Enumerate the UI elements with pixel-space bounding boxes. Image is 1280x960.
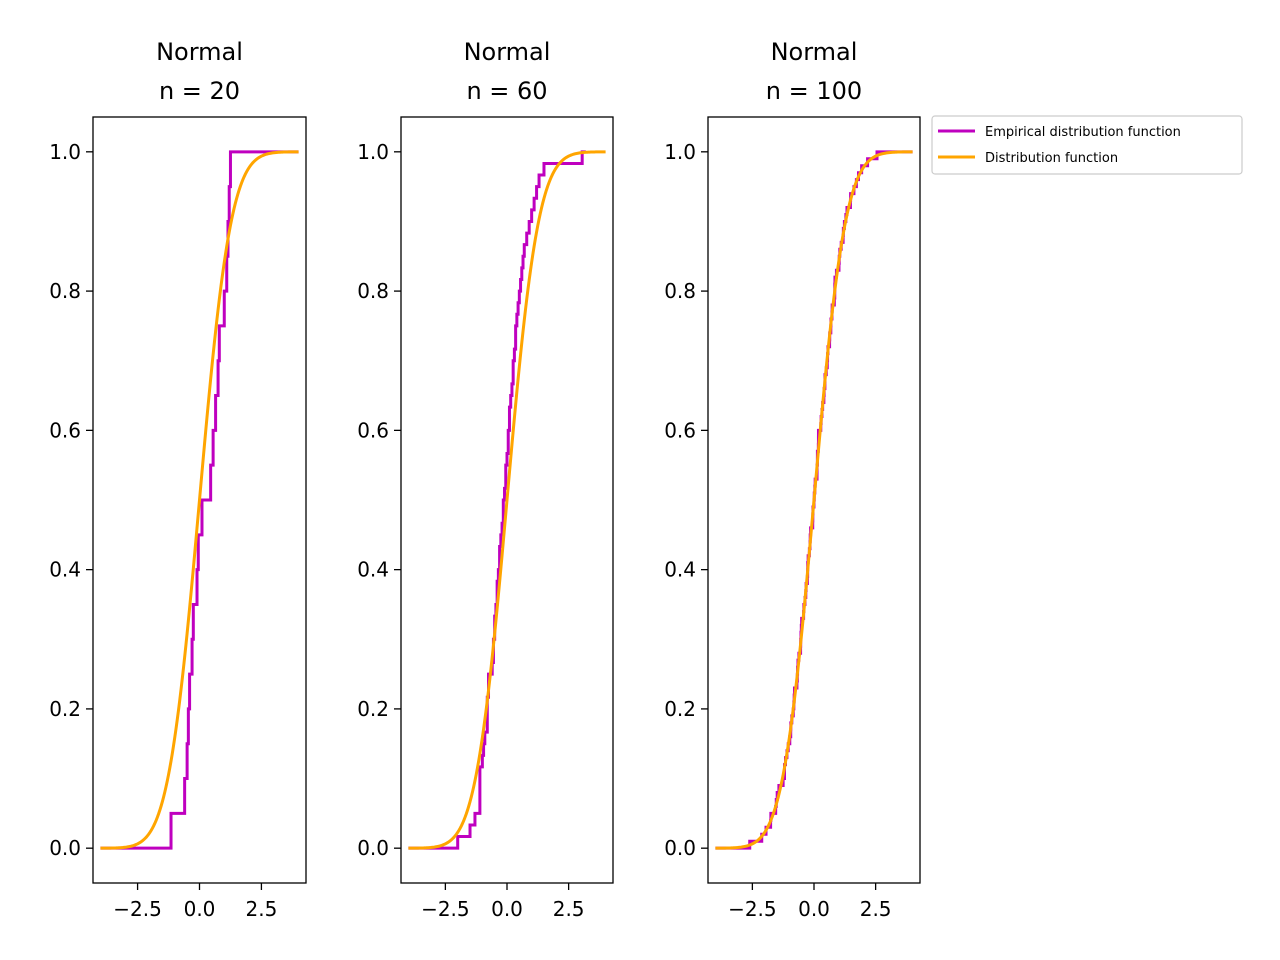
plot-area [100, 150, 299, 850]
x-tick-label: 0.0 [798, 897, 830, 921]
y-tick-label: 0.6 [357, 418, 389, 442]
x-tick-label: 0.0 [491, 897, 523, 921]
y-tick-label: 0.0 [357, 836, 389, 860]
y-tick-label: 0.8 [357, 279, 389, 303]
y-tick-label: 0.0 [664, 836, 696, 860]
y-tick-label: 0.4 [664, 558, 696, 582]
x-tick-label: 0.0 [184, 897, 216, 921]
y-tick-label: 0.6 [49, 418, 81, 442]
y-tick-label: 0.6 [664, 418, 696, 442]
subplot-title-line1: Normal [156, 38, 243, 66]
distribution-function-line [408, 150, 606, 850]
empirical-distribution-step [408, 150, 586, 850]
subplot-title-line2: n = 100 [766, 77, 862, 105]
legend-label: Empirical distribution function [985, 125, 1181, 140]
y-tick-label: 1.0 [357, 140, 389, 164]
subplot-3: Normal n = 100 0.0 0.2 0.4 0.6 0.8 1.0 −2.5 0.0 2.… [664, 38, 921, 921]
subplot-title-line2: n = 60 [466, 77, 547, 105]
plot-area [408, 150, 606, 850]
subplot-title-line1: Normal [771, 38, 858, 66]
plot-area [715, 150, 913, 850]
y-tick-label: 0.8 [664, 279, 696, 303]
x-tick-label: −2.5 [728, 897, 777, 921]
y-tick-label: 0.4 [357, 558, 389, 582]
subplot-title-line2: n = 20 [159, 77, 240, 105]
legend-label: Distribution function [985, 151, 1118, 166]
legend-box [931, 115, 1243, 175]
distribution-function-line [100, 150, 299, 850]
y-tick-label: 0.2 [357, 697, 389, 721]
y-tick-label: 0.8 [49, 279, 81, 303]
y-tick-label: 0.2 [664, 697, 696, 721]
y-tick-label: 1.0 [664, 140, 696, 164]
subplot-title-line1: Normal [464, 38, 551, 66]
y-tick-label: 0.2 [49, 697, 81, 721]
x-tick-label: 2.5 [246, 897, 278, 921]
empirical-distribution-step [100, 150, 299, 850]
y-tick-label: 0.0 [49, 836, 81, 860]
y-tick-label: 0.4 [49, 558, 81, 582]
subplot-2: Normal n = 60 0.0 0.2 0.4 0.6 0.8 1.0 −2.5 0.0 2.5 [357, 38, 614, 921]
x-tick-label: −2.5 [421, 897, 470, 921]
x-tick-label: 2.5 [860, 897, 892, 921]
x-tick-label: −2.5 [113, 897, 162, 921]
legend: Empirical distribution function Distribut… [931, 115, 1243, 175]
x-tick-label: 2.5 [553, 897, 585, 921]
y-tick-label: 1.0 [49, 140, 81, 164]
distribution-function-line [715, 150, 913, 850]
subplot-1: Normal n = 20 0.0 0.2 0.4 0.6 0.8 1.0 −2.5 0.0 2.5 [49, 38, 307, 921]
